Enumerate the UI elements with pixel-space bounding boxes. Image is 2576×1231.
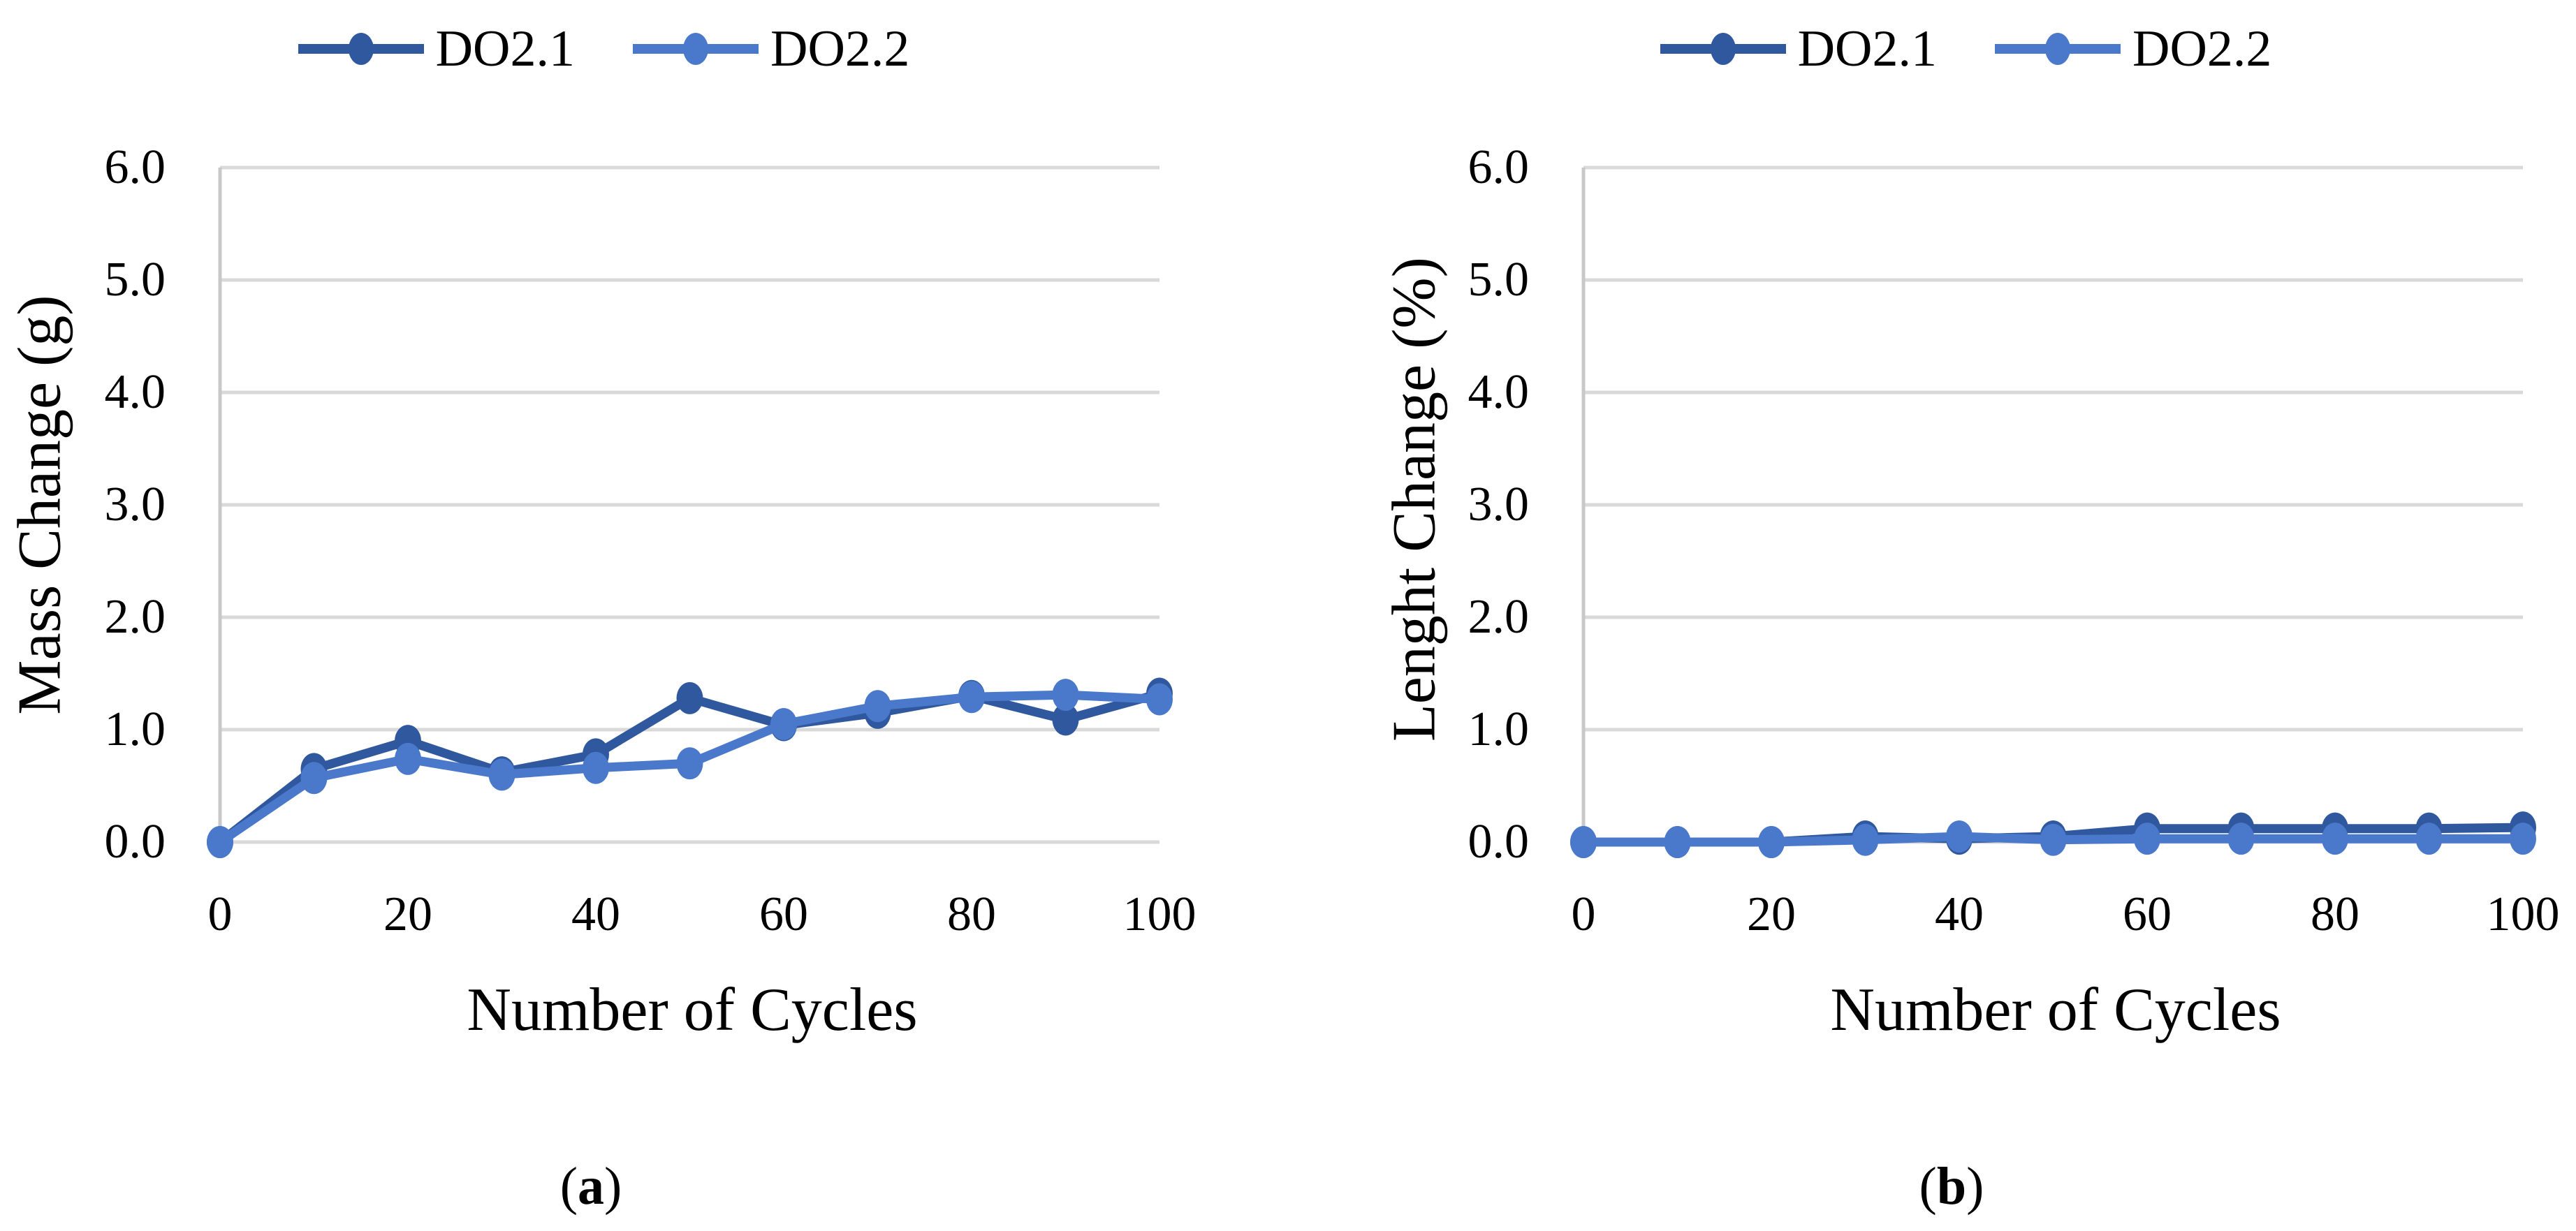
y-tick-label: 4.0 <box>1468 365 1530 419</box>
caption-a: (a) <box>486 1156 696 1217</box>
y-tick-label: 4.0 <box>104 365 166 419</box>
caption-a-close: ) <box>604 1157 622 1216</box>
caption-b: (b) <box>1847 1156 2056 1217</box>
legend-marker-do22-icon <box>633 33 759 65</box>
data-point-marker-DO2.2 <box>1052 679 1079 712</box>
data-point-marker-DO2.2 <box>1146 683 1173 716</box>
x-tick-label: 60 <box>2123 887 2172 941</box>
data-point-marker-DO2.2 <box>583 751 609 784</box>
x-tick-label: 40 <box>1935 887 1984 941</box>
legend-chart-a: DO2.1 DO2.2 <box>183 13 1021 85</box>
x-tick-label: 40 <box>571 887 620 941</box>
data-point-marker-DO2.2 <box>300 762 328 795</box>
data-point-marker-DO2.2 <box>770 707 797 740</box>
y-tick-label: 3.0 <box>104 478 166 531</box>
data-point-marker-DO2.2 <box>1570 826 1597 858</box>
data-point-marker-DO2.2 <box>1664 826 1691 858</box>
y-tick-label: 2.0 <box>104 590 166 644</box>
legend-item-do22-b: DO2.2 <box>1991 20 2271 79</box>
caption-a-letter: a <box>578 1157 604 1216</box>
caption-b-open: ( <box>1919 1157 1937 1216</box>
data-point-marker-DO2.2 <box>2510 823 2536 855</box>
data-point-marker-DO2.2 <box>958 681 985 714</box>
data-point-marker-DO2.1 <box>1052 703 1079 736</box>
data-point-marker-DO2.2 <box>2134 823 2160 855</box>
legend-item-do21-a: DO2.1 <box>295 20 575 79</box>
y-tick-label: 0.0 <box>104 815 166 869</box>
caption-b-letter: b <box>1936 1157 1967 1216</box>
legend-marker-do21-b-icon <box>1660 33 1786 65</box>
y-tick-label: 1.0 <box>1468 702 1530 756</box>
data-point-marker-DO2.2 <box>2322 823 2348 855</box>
x-axis-title-a: Number of Cycles <box>467 976 918 1044</box>
y-tick-label: 3.0 <box>1468 478 1530 531</box>
data-point-marker-DO2.2 <box>1852 823 1879 856</box>
y-tick-label: 6.0 <box>104 140 166 194</box>
y-tick-label: 5.0 <box>1468 253 1530 307</box>
x-tick-label: 20 <box>383 887 432 941</box>
legend-label-do21-a: DO2.1 <box>435 20 575 78</box>
caption-a-open: ( <box>559 1157 578 1216</box>
x-tick-label: 100 <box>1122 887 1196 941</box>
data-point-marker-DO2.2 <box>2227 823 2255 855</box>
legend-item-do21-b: DO2.1 <box>1657 20 1937 79</box>
legend-label-do21-b: DO2.1 <box>1797 20 1937 78</box>
data-point-marker-DO2.2 <box>395 742 421 775</box>
x-tick-label: 20 <box>1747 887 1796 941</box>
caption-b-close: ) <box>1966 1157 1984 1216</box>
x-tick-label: 0 <box>1571 887 1596 941</box>
y-tick-label: 6.0 <box>1468 140 1530 194</box>
x-tick-label: 0 <box>207 887 233 941</box>
legend-label-do22-a: DO2.2 <box>770 20 910 78</box>
data-point-marker-DO2.2 <box>864 690 891 723</box>
data-point-marker-DO2.2 <box>207 826 233 858</box>
legend-chart-b: DO2.1 DO2.2 <box>1545 13 2383 85</box>
x-tick-label: 80 <box>947 887 996 941</box>
x-axis-title-b: Number of Cycles <box>1830 976 2281 1044</box>
legend-marker-do21-icon <box>298 33 424 65</box>
y-tick-label: 5.0 <box>104 253 166 307</box>
y-tick-label: 1.0 <box>104 702 166 756</box>
data-point-marker-DO2.2 <box>488 758 515 791</box>
y-tick-label: 2.0 <box>1468 590 1530 644</box>
data-point-marker-DO2.2 <box>2040 823 2067 856</box>
x-tick-label: 60 <box>759 887 808 941</box>
legend-item-do22-a: DO2.2 <box>629 20 909 79</box>
data-point-marker-DO2.2 <box>1758 826 1785 858</box>
data-point-marker-DO2.2 <box>1946 820 1973 853</box>
legend-label-do22-b: DO2.2 <box>2132 20 2272 78</box>
x-tick-label: 100 <box>2486 887 2560 941</box>
data-point-marker-DO2.2 <box>2415 823 2443 855</box>
data-point-marker-DO2.2 <box>676 747 703 780</box>
data-point-marker-DO2.1 <box>676 681 703 714</box>
legend-marker-do22-b-icon <box>1995 33 2121 65</box>
x-tick-label: 80 <box>2311 887 2359 941</box>
y-tick-label: 0.0 <box>1468 815 1530 869</box>
